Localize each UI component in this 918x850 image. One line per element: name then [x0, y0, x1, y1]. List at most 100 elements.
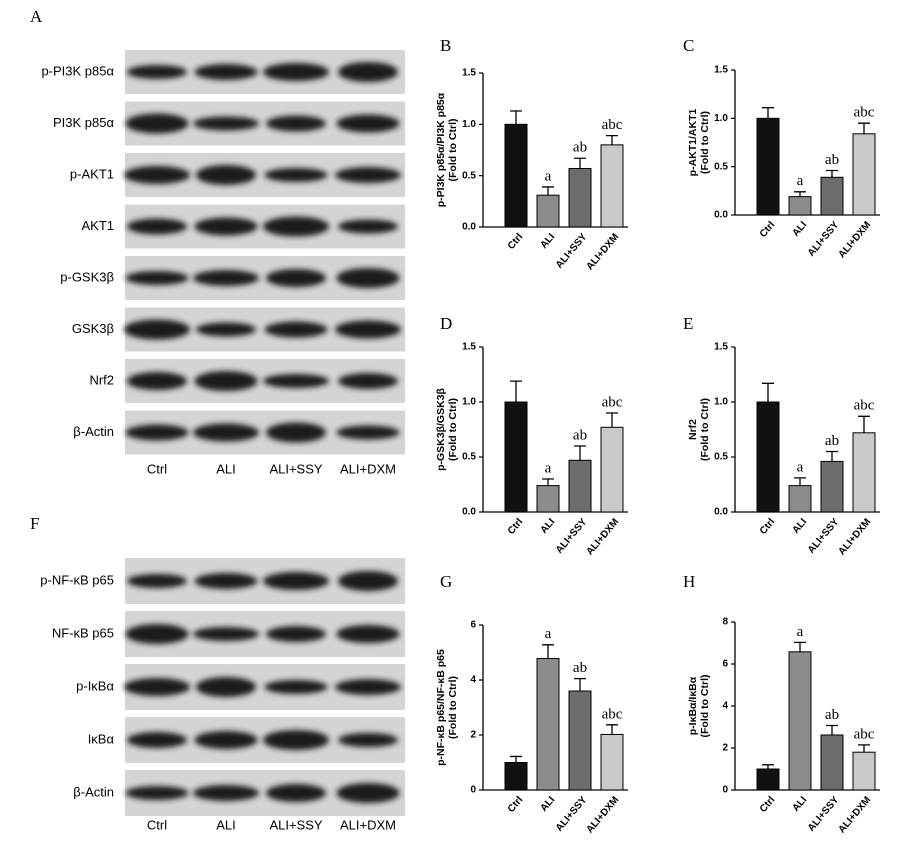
bar — [600, 144, 624, 228]
blot-band — [194, 573, 258, 589]
bar — [788, 485, 812, 513]
y-tick-label: 1.0 — [462, 397, 476, 408]
blot-row-label: p-AKT1 — [70, 166, 114, 181]
blot-band — [127, 372, 187, 390]
significance-label: abc — [854, 726, 875, 742]
significance-label: abc — [602, 394, 623, 410]
y-axis-label: (Fold to Ctrl) — [699, 675, 711, 738]
y-axis-label: (Fold to Ctrl) — [447, 676, 459, 739]
bar — [504, 123, 528, 228]
blot-band — [193, 270, 259, 286]
blot-band — [336, 425, 400, 440]
x-tick-label: Ctrl — [758, 516, 778, 536]
x-tick-label: Ctrl — [506, 794, 526, 814]
blot-row-label: p-GSK3β — [60, 269, 114, 284]
y-tick-label: 0.0 — [462, 507, 476, 518]
blot-column-label: ALI+SSY — [269, 461, 322, 476]
blot-band — [124, 678, 190, 696]
blot-row-label: AKT1 — [81, 218, 114, 233]
bar — [852, 133, 876, 216]
blot-row-label: p-PI3K p85α — [41, 63, 114, 78]
significance-label: a — [545, 626, 552, 642]
error-bar — [510, 380, 522, 402]
panel-letter: A — [30, 7, 43, 26]
blot-band — [263, 572, 329, 590]
bar — [504, 762, 528, 791]
y-axis-label: p-PI3K p85α/PI3K p85α — [435, 92, 447, 207]
error-bar — [510, 755, 522, 763]
significance-label: a — [545, 460, 552, 476]
bar — [852, 432, 876, 513]
error-bar — [606, 134, 618, 145]
blot-band — [194, 64, 258, 80]
blot-row-label: PI3K p85α — [53, 115, 114, 130]
blot-band — [264, 680, 328, 694]
panel-letter: H — [683, 572, 695, 591]
y-tick-label: 0.5 — [462, 170, 476, 181]
error-bar — [826, 450, 838, 462]
error-bar — [762, 382, 774, 402]
blot-band — [335, 679, 401, 695]
blot-band — [125, 271, 189, 285]
blot-band — [338, 373, 398, 389]
x-tick-label: ALI+DXM — [837, 517, 874, 558]
error-bar — [542, 644, 554, 659]
blot-band — [125, 113, 189, 134]
blot-band — [263, 730, 329, 750]
blot-band — [193, 423, 259, 442]
error-bar — [574, 157, 586, 169]
bar — [600, 426, 624, 513]
blot-column-label: Ctrl — [147, 817, 167, 832]
blot-band — [124, 166, 190, 184]
y-tick-label: 0.0 — [714, 507, 728, 518]
x-tick-label: ALI — [791, 516, 810, 536]
y-tick-label: 1.5 — [462, 68, 476, 79]
y-tick-label: 8 — [722, 617, 728, 628]
error-bar — [606, 724, 618, 735]
y-axis-label: (Fold to Ctrl) — [699, 398, 711, 461]
x-tick-label: ALI+DXM — [585, 517, 622, 558]
significance-label: ab — [573, 427, 587, 443]
y-tick-label: 1.0 — [714, 113, 728, 124]
bar — [788, 651, 812, 791]
x-tick-label: Ctrl — [758, 219, 778, 239]
y-tick-label: 2 — [722, 743, 728, 754]
x-tick-label: ALI+DXM — [585, 232, 622, 273]
blot-band — [194, 731, 258, 749]
y-tick-label: 1.0 — [462, 119, 476, 130]
blot-band — [263, 216, 329, 237]
blot-column-label: ALI — [216, 817, 236, 832]
x-tick-label: ALI — [539, 516, 558, 536]
bar — [788, 196, 812, 216]
y-tick-label: 4 — [722, 701, 728, 712]
blot-band — [338, 219, 398, 234]
blot-band — [127, 574, 187, 588]
blot-band — [193, 785, 259, 801]
blot-band — [336, 268, 400, 288]
bar — [756, 768, 780, 791]
blot-band — [338, 571, 398, 591]
significance-label: abc — [854, 398, 875, 414]
bar — [820, 734, 844, 791]
blot-column-label: ALI+DXM — [340, 461, 396, 476]
blot-band — [338, 733, 398, 747]
blot-band — [196, 322, 256, 337]
bar — [568, 690, 592, 791]
significance-label: ab — [825, 152, 839, 168]
error-bar — [762, 107, 774, 119]
y-tick-label: 0.0 — [714, 210, 728, 221]
blot-row-label: Nrf2 — [89, 372, 114, 387]
y-tick-label: 1.5 — [714, 65, 728, 76]
significance-label: a — [797, 173, 804, 189]
panel-letter: D — [440, 314, 452, 333]
significance-label: abc — [602, 117, 623, 133]
y-tick-label: 0.5 — [714, 161, 728, 172]
y-tick-label: 1.0 — [714, 397, 728, 408]
blot-band — [266, 422, 326, 443]
y-tick-label: 2 — [470, 730, 476, 741]
x-tick-label: ALI+DXM — [585, 795, 622, 836]
significance-label: ab — [573, 660, 587, 676]
y-tick-label: 1.5 — [462, 342, 476, 353]
blot-band — [125, 424, 189, 441]
x-tick-label: Ctrl — [758, 794, 778, 814]
